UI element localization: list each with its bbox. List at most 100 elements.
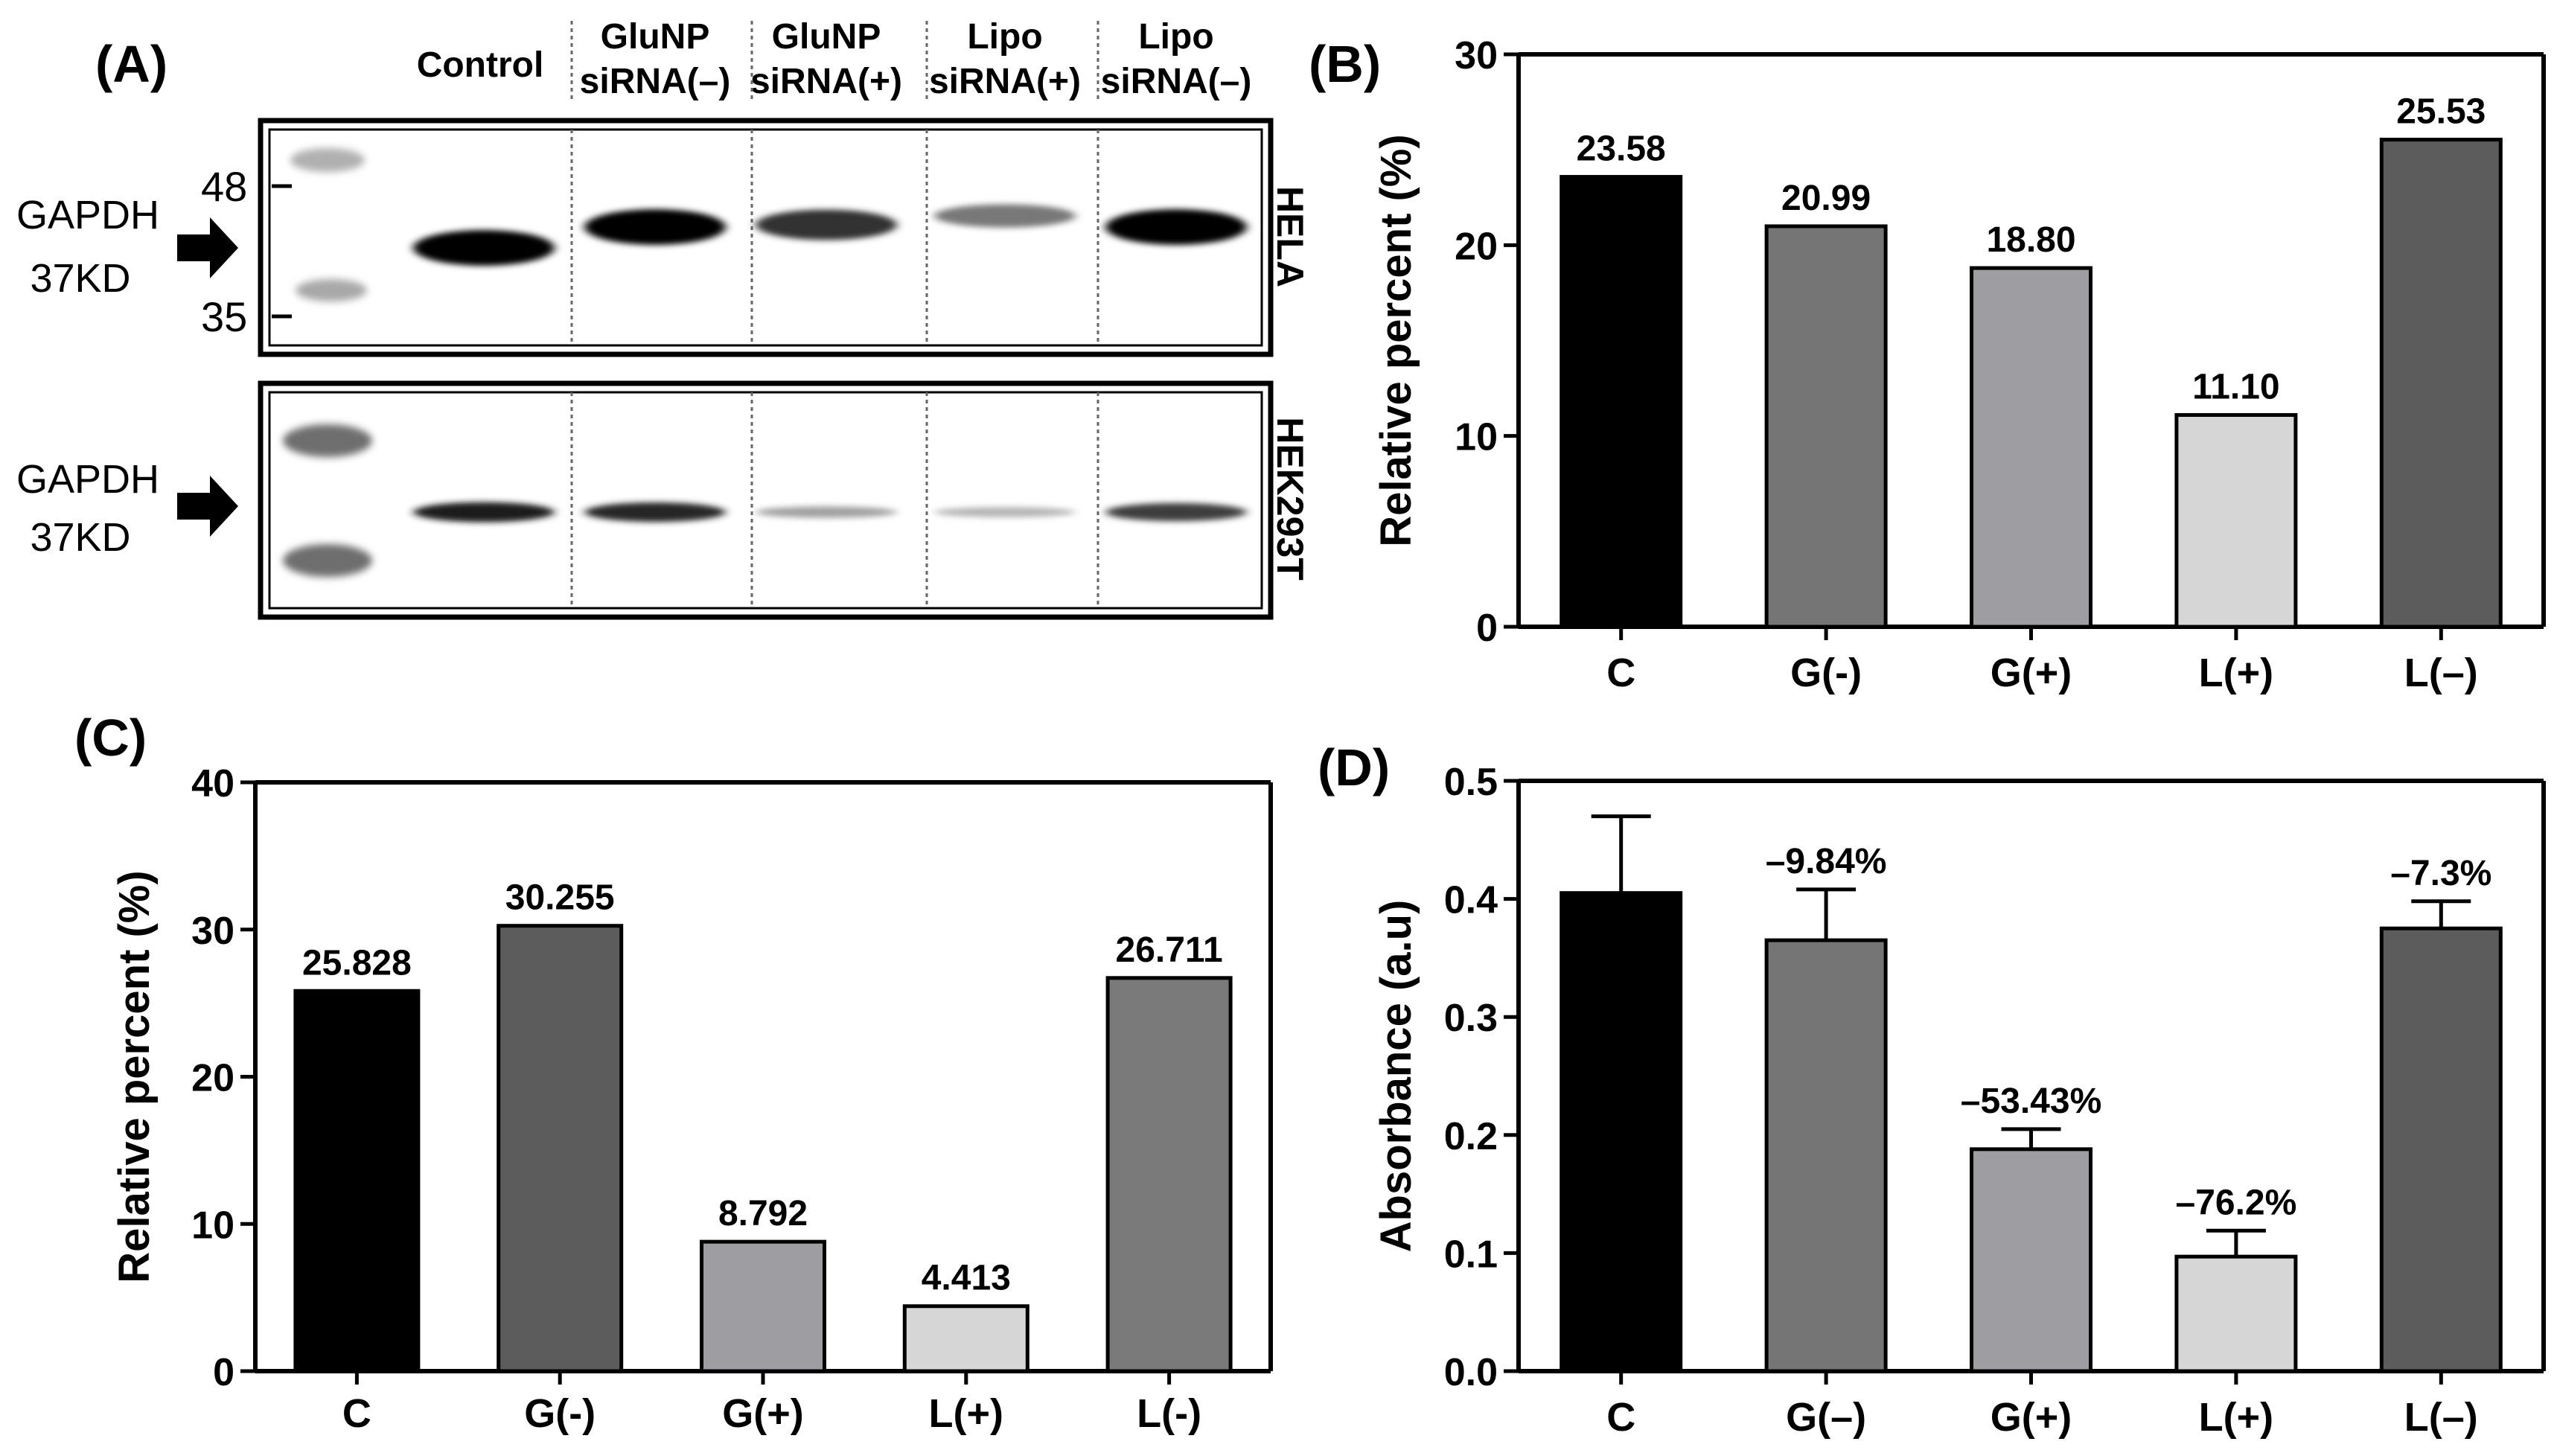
blot-frame-bottom bbox=[258, 380, 1274, 620]
y-tick-label: 30 bbox=[191, 910, 234, 953]
blot-band bbox=[584, 209, 726, 245]
x-tick-label: L(-) bbox=[1137, 1391, 1201, 1436]
data-label: 23.58 bbox=[1577, 130, 1666, 169]
blot-band bbox=[413, 230, 555, 266]
chart-panel-d: (D) 0.0 0.1 0.2 0.3 0.4 0.5 Absorbance (a.u) C G… bbox=[1318, 738, 2546, 1440]
lane-label: Lipo bbox=[967, 17, 1042, 57]
bands-hela bbox=[413, 204, 1247, 266]
y-tick-label: 0 bbox=[1476, 607, 1498, 650]
blot-band bbox=[934, 507, 1076, 517]
bar bbox=[1764, 938, 1888, 1373]
blot-inner-frame-bottom bbox=[268, 391, 1263, 610]
cell-line-hek293t: HEK293T bbox=[1269, 417, 1311, 581]
lane-label: siRNA(–) bbox=[1101, 62, 1252, 101]
ladder-band bbox=[296, 279, 367, 301]
ladder-band bbox=[290, 148, 365, 172]
lane-label: GluNP bbox=[772, 17, 881, 57]
blot-band bbox=[1105, 209, 1247, 245]
lane-label: siRNA(+) bbox=[929, 62, 1081, 101]
data-label: 25.828 bbox=[302, 943, 412, 983]
bar bbox=[2379, 138, 2503, 629]
bar bbox=[2379, 926, 2503, 1373]
lane-label: siRNA(+) bbox=[750, 62, 902, 101]
bar bbox=[1560, 175, 1683, 629]
x-tick-label: L(–) bbox=[2404, 1395, 2478, 1440]
bar bbox=[497, 924, 624, 1373]
panel-label-b: (B) bbox=[1309, 35, 1381, 93]
gapdh-label-top: GAPDH bbox=[16, 193, 159, 237]
x-tick-label: L(+) bbox=[929, 1391, 1004, 1436]
data-label: 11.10 bbox=[2192, 367, 2279, 406]
y-tick-label: 40 bbox=[191, 762, 234, 805]
x-tick-label: G(+) bbox=[722, 1391, 804, 1436]
x-tick-label: G(-) bbox=[524, 1391, 596, 1436]
bar bbox=[1970, 1147, 2092, 1373]
x-tick-label: C bbox=[1606, 1395, 1635, 1440]
panel-label-d: (D) bbox=[1318, 738, 1390, 796]
y-axis-label: Relative percent (%) bbox=[1372, 134, 1420, 546]
y-tick-label: 10 bbox=[1455, 416, 1498, 459]
gapdh-label-bottom: GAPDH bbox=[16, 457, 159, 502]
data-label: –76.2% bbox=[2176, 1183, 2297, 1222]
blot-band bbox=[756, 506, 897, 518]
blot-band bbox=[756, 209, 897, 240]
x-tick-label: G(+) bbox=[1991, 651, 2072, 695]
lane-label: Control bbox=[417, 45, 544, 85]
lane-labels: Control GluNP siRNA(–) GluNP siRNA(+) Lipo siR… bbox=[417, 17, 1252, 101]
blot-band bbox=[413, 502, 555, 523]
y-tick-label: 0.2 bbox=[1444, 1115, 1498, 1158]
bar bbox=[700, 1239, 826, 1373]
blot-band bbox=[1105, 502, 1247, 522]
chart-panel-c: (C) 0 10 20 30 40 Relative percent (%) C 25.828… bbox=[74, 709, 1273, 1436]
lane-label: GluNP bbox=[601, 17, 710, 57]
x-tick-label: G(-) bbox=[1790, 651, 1862, 695]
data-label: 4.413 bbox=[922, 1259, 1011, 1298]
lane-label: Lipo bbox=[1138, 17, 1213, 57]
lane-label: siRNA(–) bbox=[580, 62, 731, 101]
blot-band bbox=[934, 204, 1076, 228]
bar bbox=[1560, 891, 1683, 1373]
chart-panel-b: (B) 0 10 20 30 Relative percent (%) C 23.58 G(-… bbox=[1309, 34, 2546, 695]
data-label: 25.53 bbox=[2396, 92, 2486, 132]
bar bbox=[2174, 1254, 2298, 1373]
x-tick-label: G(–) bbox=[1786, 1395, 1866, 1440]
arrow-icon bbox=[177, 217, 238, 278]
x-tick-label: L(+) bbox=[2199, 1395, 2274, 1440]
data-label: –7.3% bbox=[2390, 854, 2491, 893]
kd-label-bottom: 37KD bbox=[30, 515, 130, 560]
data-label: 30.255 bbox=[505, 878, 615, 918]
marker-35-label: 35 bbox=[201, 293, 247, 340]
data-label: 20.99 bbox=[1781, 179, 1871, 218]
y-tick-label: 0.0 bbox=[1444, 1351, 1498, 1394]
lane-dividers bbox=[570, 21, 1099, 608]
y-tick-label: 30 bbox=[1455, 34, 1498, 77]
y-tick-label: 20 bbox=[1455, 225, 1498, 268]
data-label: 26.711 bbox=[1116, 930, 1223, 970]
y-tick-label: 0 bbox=[213, 1351, 234, 1394]
bar bbox=[2174, 412, 2298, 629]
data-label: 18.80 bbox=[1986, 220, 2075, 260]
y-axis-label: Absorbance (a.u) bbox=[1372, 900, 1420, 1253]
blot-band bbox=[584, 502, 726, 523]
y-tick-label: 0.3 bbox=[1444, 997, 1498, 1040]
bar bbox=[1105, 976, 1233, 1373]
arrow-icon bbox=[177, 476, 238, 537]
bar bbox=[902, 1304, 1029, 1373]
ladder-band bbox=[283, 544, 372, 577]
panel-label-c: (C) bbox=[74, 709, 147, 767]
bar bbox=[293, 989, 421, 1373]
data-label: –53.43% bbox=[1961, 1082, 2102, 1121]
cell-line-hela: HELA bbox=[1269, 186, 1311, 287]
x-tick-label: G(+) bbox=[1991, 1395, 2072, 1440]
y-tick-label: 20 bbox=[191, 1057, 234, 1100]
y-axis-label: Relative percent (%) bbox=[110, 870, 159, 1283]
bar bbox=[1970, 266, 2092, 629]
x-tick-label: C bbox=[1606, 651, 1635, 695]
bar bbox=[1764, 224, 1888, 629]
bands-hek293t bbox=[413, 502, 1247, 523]
panel-label-a: (A) bbox=[95, 35, 167, 93]
y-tick-label: 10 bbox=[191, 1204, 234, 1247]
y-tick-label: 0.4 bbox=[1444, 879, 1498, 922]
kd-label-top: 37KD bbox=[30, 256, 130, 301]
marker-48-label: 48 bbox=[201, 163, 247, 210]
